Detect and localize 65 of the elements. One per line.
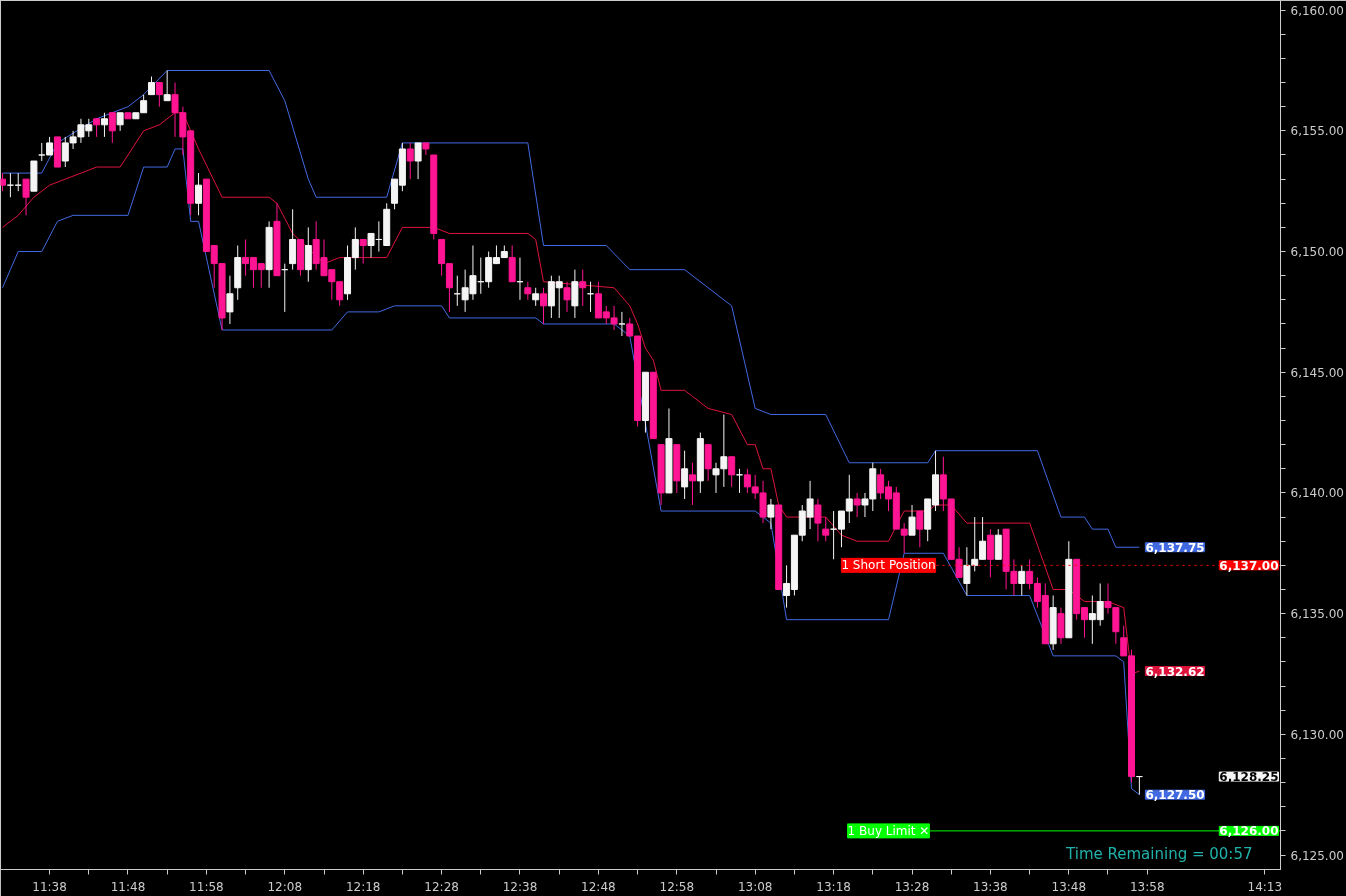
x-tick-label: 12:58 [659,879,695,894]
candlestick [916,510,924,548]
candlestick [908,504,916,536]
candlestick [100,112,108,138]
candlestick [728,456,736,488]
x-tick-label: 13:48 [1051,879,1087,894]
ref-line-label: 6,137.00 [1219,558,1279,573]
candlestick [359,238,367,265]
candlestick [163,70,171,102]
candlestick [579,269,587,307]
ref-line-label: 6,126.00 [1219,824,1279,839]
x-tick-label: 11:58 [189,879,224,894]
x-tick-label: 13:08 [737,879,773,894]
x-tick-label: 11:38 [32,879,67,894]
x-tick-label: 14:13 [1247,879,1283,894]
y-tick-label: 6,130.00 [1290,727,1344,742]
candlestick [195,172,203,216]
data-label: 6,127.50 [1145,788,1205,803]
candlestick [22,178,30,216]
x-tick-label: 11:48 [110,879,146,894]
x-tick-label: 13:28 [894,879,930,894]
x-tick-label: 12:28 [424,879,459,894]
line-series [2,70,1140,548]
candlestick [532,287,540,307]
candlestick [0,172,7,192]
candlestick [618,311,626,337]
y-tick-label: 6,145.00 [1290,365,1344,380]
candlestick [688,462,696,506]
x-tick-label: 12:38 [502,879,538,894]
data-label: 6,137.75 [1145,540,1205,555]
x-tick-label: 13:58 [1129,879,1165,894]
y-tick-label: 6,140.00 [1290,486,1344,501]
annotation: Time Remaining = 00:57 [1065,844,1253,863]
x-tick-label: 12:08 [267,879,303,894]
line-series [2,148,1140,796]
y-tick-label: 6,155.00 [1290,124,1344,139]
candlestick [406,142,414,180]
candlestick [767,498,775,530]
candlestick [226,275,234,325]
x-tick-label: 13:38 [973,879,1008,894]
candlestick [814,498,822,542]
data-label: 6,132.62 [1145,664,1205,679]
candlestick [414,142,422,180]
candlestick [822,516,830,542]
candlestick [108,112,116,144]
x-tick-label: 13:18 [816,879,851,894]
candlestick [116,112,124,132]
candlestick [1018,564,1026,597]
text: 6,128.25 [1219,770,1279,785]
x-tick-label: 12:18 [345,879,381,894]
candlestick [853,492,861,518]
candlestick [93,118,101,138]
candlestick [539,287,548,325]
annotation: 1 Short Position [841,558,936,573]
x-tick-label: 12:48 [581,879,616,894]
candlestick [524,281,532,301]
y-tick-label: 6,135.00 [1290,607,1344,622]
annotation: 1 Buy Limit ✕ [847,823,930,838]
candlestick [148,76,156,96]
y-tick-label: 6,150.00 [1290,245,1344,260]
y-tick-label: 6,160.00 [1290,3,1344,18]
y-tick-label: 6,125.00 [1290,848,1344,863]
candlestick [563,281,571,313]
candlestick [155,82,163,108]
candlestick [681,450,689,500]
